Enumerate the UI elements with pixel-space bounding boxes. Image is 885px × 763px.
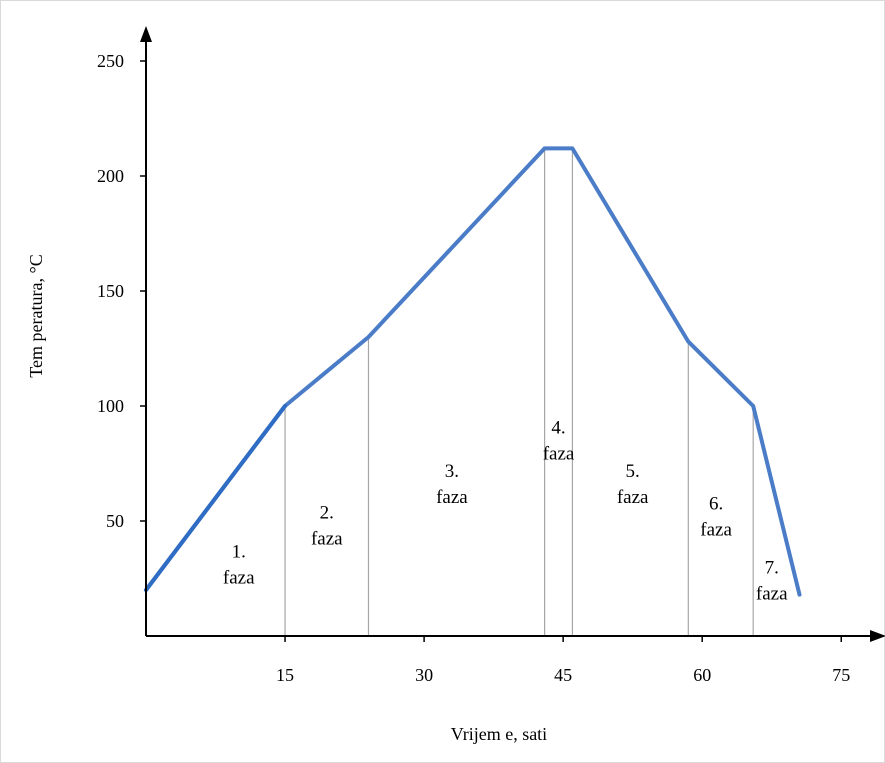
phase-2-number: 2.: [320, 503, 334, 524]
phase-5-number: 5.: [626, 461, 640, 482]
x-tick-label: 60: [693, 665, 711, 685]
x-tick-label: 45: [554, 665, 572, 685]
axes: [140, 26, 885, 642]
phase-6-label: faza: [700, 519, 732, 540]
x-axis-arrow-icon: [870, 630, 885, 642]
y-tick-label: 100: [97, 396, 124, 416]
phase-6-number: 6.: [709, 493, 723, 514]
y-tick-label: 50: [106, 511, 124, 531]
phase-3-label: faza: [436, 487, 468, 508]
phase-labels: 1. faza 2. faza 3. faza 4. faza 5. faza 6. faza 7. fa…: [223, 417, 788, 604]
phase-1-number: 1.: [232, 542, 246, 563]
x-tick-label: 75: [832, 665, 850, 685]
x-ticks: 15 30 45 60 75: [276, 636, 850, 685]
phase-4-label: faza: [543, 443, 575, 464]
y-axis-label: Tem peratura, °C: [26, 254, 46, 377]
temperature-line-segment-1: [144, 404, 288, 592]
temperature-line: [144, 146, 802, 597]
phase-5-label: faza: [617, 487, 649, 508]
x-tick-label: 30: [415, 665, 433, 685]
phase-dividers: [284, 148, 754, 636]
y-ticks: 50 100 150 200 250: [97, 51, 146, 531]
series-group: [144, 146, 802, 597]
y-tick-label: 150: [97, 281, 124, 301]
x-axis-label: Vrijem e, sati: [451, 724, 547, 744]
phase-7-label: faza: [756, 584, 788, 605]
phase-7-number: 7.: [765, 558, 779, 579]
phase-3-number: 3.: [445, 461, 459, 482]
phase-4-number: 4.: [551, 417, 565, 438]
y-tick-label: 250: [97, 51, 124, 71]
phase-2-label: faza: [311, 529, 343, 550]
x-tick-label: 15: [276, 665, 294, 685]
y-tick-label: 200: [97, 166, 124, 186]
y-axis-arrow-icon: [140, 26, 152, 42]
phase-1-label: faza: [223, 568, 255, 589]
